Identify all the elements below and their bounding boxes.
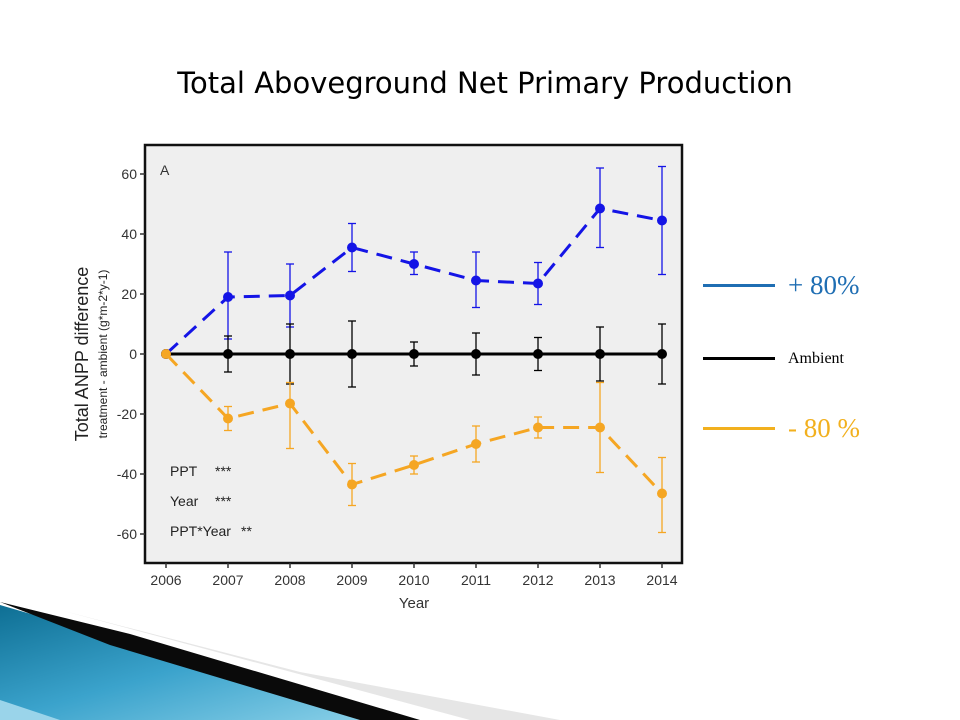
data-point (657, 215, 667, 226)
x-tick-label: 2014 (646, 572, 677, 588)
series-line (164, 352, 664, 495)
data-point (533, 349, 543, 359)
y-axis-label: Total ANPP difference (72, 267, 92, 441)
x-tick-label: 2011 (461, 572, 491, 588)
stat-label: PPT (170, 463, 198, 479)
y-tick-label: -20 (117, 406, 137, 422)
panel-label: A (160, 162, 170, 178)
y-tick-label: -40 (117, 466, 137, 482)
legend-label-plus80: + 80% (788, 270, 860, 300)
x-tick-label: 2010 (398, 572, 429, 588)
data-point (285, 349, 295, 359)
series-0 (161, 165, 667, 359)
data-point (657, 488, 667, 499)
y-tick-label: 40 (121, 226, 137, 242)
series-1 (161, 320, 667, 388)
legend-line-minus80 (703, 427, 775, 430)
x-tick-label: 2008 (274, 572, 305, 588)
data-point (595, 349, 605, 359)
data-point (223, 413, 233, 424)
data-point (471, 275, 481, 286)
x-tick-label: 2009 (336, 572, 367, 588)
x-tick-label: 2013 (584, 572, 615, 588)
y-axis-sublabel: treatment - ambient (g*m-2*y-1) (96, 270, 110, 439)
data-point (409, 349, 419, 359)
stat-label: Year (170, 493, 199, 509)
slide-title: Total Aboveground Net Primary Production (177, 66, 793, 100)
data-point (657, 349, 667, 359)
data-point (285, 290, 295, 301)
data-point (409, 460, 419, 470)
data-point (347, 479, 357, 490)
y-tick-label: 60 (121, 166, 137, 182)
y-tick-label: 20 (121, 286, 137, 302)
x-tick-label: 2012 (522, 572, 553, 588)
data-point (471, 439, 481, 449)
stat-label: PPT*Year (170, 523, 231, 539)
stat-value: *** (215, 463, 232, 479)
data-point (409, 259, 419, 269)
legend-label-ambient: Ambient (788, 350, 844, 367)
x-axis-label: Year (399, 595, 429, 612)
data-point (595, 203, 605, 214)
y-tick-label: 0 (129, 346, 137, 362)
legend-line-plus80 (703, 284, 775, 287)
data-point (347, 242, 357, 253)
y-tick-label: -60 (117, 526, 137, 542)
x-tick-label: 2006 (150, 572, 181, 588)
x-tick-label: 2007 (212, 572, 243, 588)
legend-label-minus80: - 80 % (788, 413, 860, 443)
legend-line-ambient (703, 357, 775, 360)
stat-value: *** (215, 493, 232, 509)
data-point (223, 292, 233, 302)
data-point (223, 349, 233, 359)
stat-value: ** (241, 523, 252, 539)
data-point (285, 398, 295, 409)
data-point (533, 422, 543, 433)
data-point (347, 349, 357, 359)
series-2 (161, 349, 667, 534)
data-point (471, 349, 481, 359)
data-point (161, 349, 171, 359)
data-point (533, 278, 543, 289)
data-point (595, 422, 605, 433)
